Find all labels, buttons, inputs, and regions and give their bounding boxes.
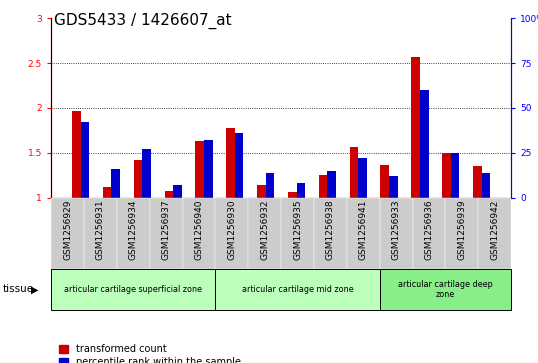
Text: GSM1256939: GSM1256939 (457, 200, 466, 260)
Bar (226, 128, 235, 198)
Text: GSM1256933: GSM1256933 (392, 200, 401, 260)
Bar (111, 169, 120, 198)
Bar (235, 133, 244, 198)
Text: GSM1256935: GSM1256935 (293, 200, 302, 260)
Text: ▶: ▶ (31, 285, 39, 294)
Text: GSM1256938: GSM1256938 (326, 200, 335, 260)
Bar (420, 90, 428, 198)
Text: GSM1256937: GSM1256937 (161, 200, 171, 260)
Bar (389, 176, 398, 198)
Bar (143, 149, 151, 198)
Bar (195, 141, 204, 198)
Bar (103, 187, 111, 198)
Bar (442, 153, 451, 198)
Bar (165, 191, 173, 198)
Bar (134, 160, 143, 198)
Text: GSM1256929: GSM1256929 (63, 200, 72, 260)
Text: GSM1256930: GSM1256930 (228, 200, 236, 260)
Bar (173, 185, 182, 198)
Bar (358, 158, 367, 198)
Text: GSM1256940: GSM1256940 (194, 200, 203, 260)
Text: GSM1256931: GSM1256931 (96, 200, 105, 260)
Bar (482, 173, 490, 198)
Text: GSM1256934: GSM1256934 (129, 200, 138, 260)
Bar (473, 166, 482, 198)
Bar (288, 192, 296, 198)
Bar (72, 111, 81, 198)
Text: tissue: tissue (3, 285, 34, 294)
Bar (451, 153, 459, 198)
Text: articular cartilage superficial zone: articular cartilage superficial zone (64, 285, 202, 294)
Bar (318, 175, 327, 198)
Text: articular cartilage mid zone: articular cartilage mid zone (242, 285, 353, 294)
Text: GDS5433 / 1426607_at: GDS5433 / 1426607_at (54, 13, 231, 29)
Bar (327, 171, 336, 198)
Bar (81, 122, 89, 198)
Text: articular cartilage deep
zone: articular cartilage deep zone (398, 280, 493, 299)
Bar (350, 147, 358, 198)
Bar (296, 183, 305, 198)
Legend: transformed count, percentile rank within the sample: transformed count, percentile rank withi… (59, 344, 241, 363)
Text: GSM1256936: GSM1256936 (424, 200, 434, 260)
Text: GSM1256941: GSM1256941 (359, 200, 368, 260)
Bar (204, 140, 213, 198)
Bar (257, 185, 266, 198)
Bar (411, 57, 420, 198)
Bar (380, 164, 389, 198)
Text: GSM1256932: GSM1256932 (260, 200, 269, 260)
Bar (266, 173, 274, 198)
Text: GSM1256942: GSM1256942 (490, 200, 499, 260)
